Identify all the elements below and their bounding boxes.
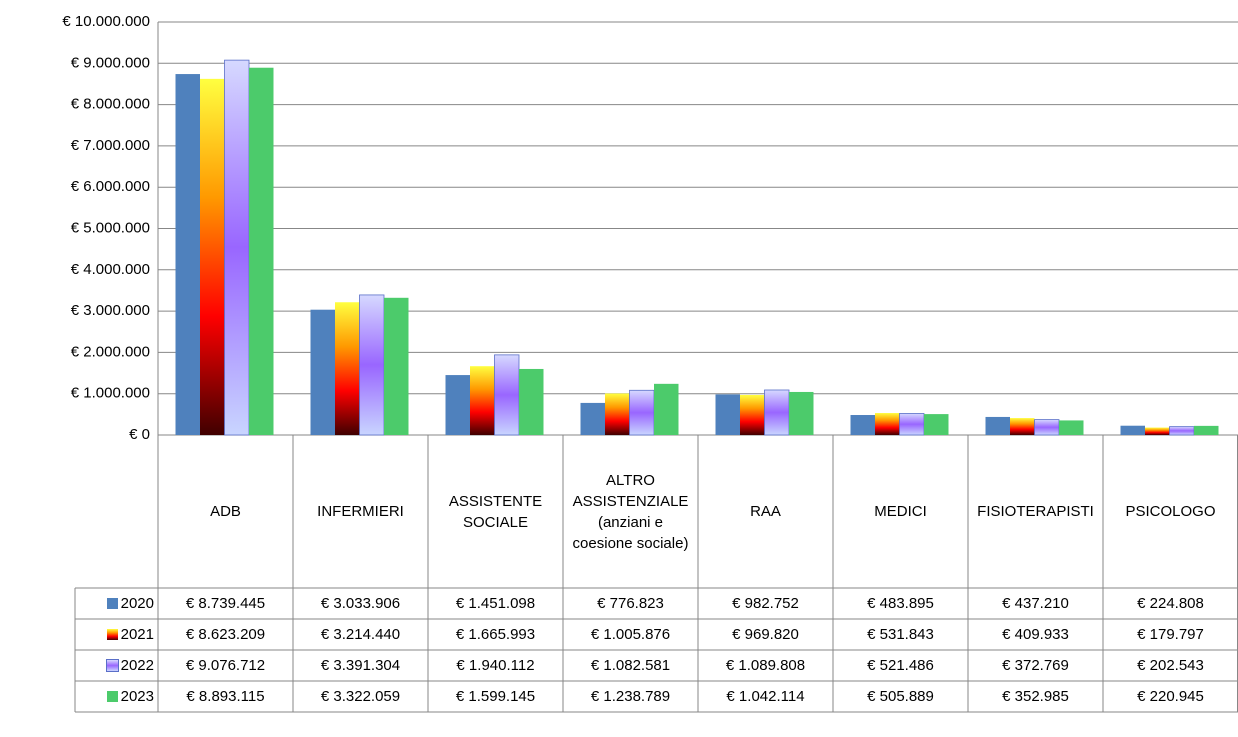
legend-label: 2022 xyxy=(120,657,154,674)
bar xyxy=(629,389,655,436)
legend-label: 2021 xyxy=(120,626,154,643)
table-value: € 224.808 xyxy=(1137,595,1204,612)
legend-key xyxy=(106,691,118,702)
y-tick-label: € 10.000.000 xyxy=(62,13,150,30)
category-label: ADB xyxy=(210,503,241,520)
y-tick-label: € 8.000.000 xyxy=(71,96,150,113)
bar xyxy=(224,59,250,436)
bar xyxy=(985,416,1010,435)
category-label: ALTRO ASSISTENZIALE (anziani e coesione … xyxy=(572,471,689,552)
table-value: € 179.797 xyxy=(1137,626,1204,643)
table-value: € 8.893.115 xyxy=(186,688,265,705)
table-value: € 531.843 xyxy=(867,626,934,643)
y-tick-label: € 7.000.000 xyxy=(71,137,150,154)
table-value: € 3.322.059 xyxy=(320,688,401,705)
bar xyxy=(1034,419,1060,436)
bar xyxy=(175,74,200,436)
category-label: INFERMIERI xyxy=(317,503,404,520)
bar xyxy=(494,354,520,436)
table-value: € 1.238.789 xyxy=(590,688,671,705)
y-tick-label: € 2.000.000 xyxy=(71,343,150,360)
bar xyxy=(249,67,274,435)
table-value: € 505.889 xyxy=(867,688,934,705)
legend-key xyxy=(106,598,118,609)
bar xyxy=(519,368,544,435)
bar xyxy=(359,294,385,436)
table-value: € 969.820 xyxy=(732,626,799,643)
legend-label: 2023 xyxy=(120,688,154,705)
bar xyxy=(1059,420,1084,435)
table-value: € 3.391.304 xyxy=(320,657,401,674)
table-value: € 437.210 xyxy=(1002,595,1069,612)
table-value: € 202.543 xyxy=(1137,657,1204,674)
table-value: € 8.623.209 xyxy=(185,626,266,643)
bar xyxy=(850,415,875,435)
table-value: € 8.739.445 xyxy=(185,595,266,612)
table-value: € 3.214.440 xyxy=(320,626,401,643)
legend-entry: 2020 xyxy=(75,588,158,619)
bar xyxy=(200,78,225,436)
category-label: ASSISTENTE SOCIALE xyxy=(448,492,543,531)
bar xyxy=(1010,418,1035,435)
bar xyxy=(1145,427,1170,435)
table-value: € 220.945 xyxy=(1137,688,1204,705)
category-label: MEDICI xyxy=(874,503,927,520)
bar xyxy=(470,366,495,435)
legend-key xyxy=(106,629,118,640)
y-tick-label: € 1.000.000 xyxy=(71,385,150,402)
table-value: € 9.076.712 xyxy=(185,657,266,674)
table-value: € 409.933 xyxy=(1002,626,1069,643)
table-value: € 1.089.808 xyxy=(725,657,806,674)
table-value: € 1.082.581 xyxy=(590,657,671,674)
bar xyxy=(789,391,814,435)
y-tick-label: € 9.000.000 xyxy=(71,54,150,71)
table-value: € 1.940.112 xyxy=(456,657,535,674)
category-label: FISIOTERAPISTI xyxy=(977,503,1094,520)
bar xyxy=(764,389,790,436)
legend-key xyxy=(105,659,119,672)
bar xyxy=(1169,426,1195,436)
bar xyxy=(740,394,765,435)
bar xyxy=(384,297,409,435)
bar xyxy=(899,413,925,436)
y-tick-label: € 3.000.000 xyxy=(71,302,150,319)
bar xyxy=(335,302,360,435)
table-value: € 483.895 xyxy=(867,595,934,612)
legend-entry: 2021 xyxy=(75,619,158,650)
table-value: € 1.665.993 xyxy=(455,626,536,643)
y-tick-label: € 0 xyxy=(129,426,150,443)
table-value: € 1.451.098 xyxy=(455,595,536,612)
table-value: € 1.005.876 xyxy=(590,626,671,643)
bar xyxy=(445,375,470,435)
bar xyxy=(1120,425,1145,435)
y-tick-label: € 6.000.000 xyxy=(71,178,150,195)
bar xyxy=(715,394,740,435)
table-value: € 521.486 xyxy=(867,657,934,674)
table-value: € 982.752 xyxy=(732,595,799,612)
category-label: PSICOLOGO xyxy=(1125,503,1216,520)
legend-entry: 2023 xyxy=(75,681,158,712)
bar xyxy=(654,383,679,435)
table-value: € 776.823 xyxy=(597,595,664,612)
legend-label: 2020 xyxy=(120,595,154,612)
legend-entry: 2022 xyxy=(75,650,158,681)
table-value: € 372.769 xyxy=(1002,657,1069,674)
category-label: RAA xyxy=(750,503,781,520)
table-value: € 3.033.906 xyxy=(320,595,401,612)
table-value: € 1.042.114 xyxy=(726,688,805,705)
bar xyxy=(310,309,335,435)
bar xyxy=(875,413,900,435)
table-value: € 352.985 xyxy=(1002,688,1069,705)
bar xyxy=(580,402,605,435)
bar xyxy=(605,393,630,435)
bar xyxy=(1194,425,1219,435)
bar xyxy=(924,414,949,435)
table-value: € 1.599.145 xyxy=(455,688,536,705)
y-tick-label: € 4.000.000 xyxy=(71,261,150,278)
y-tick-label: € 5.000.000 xyxy=(71,219,150,236)
